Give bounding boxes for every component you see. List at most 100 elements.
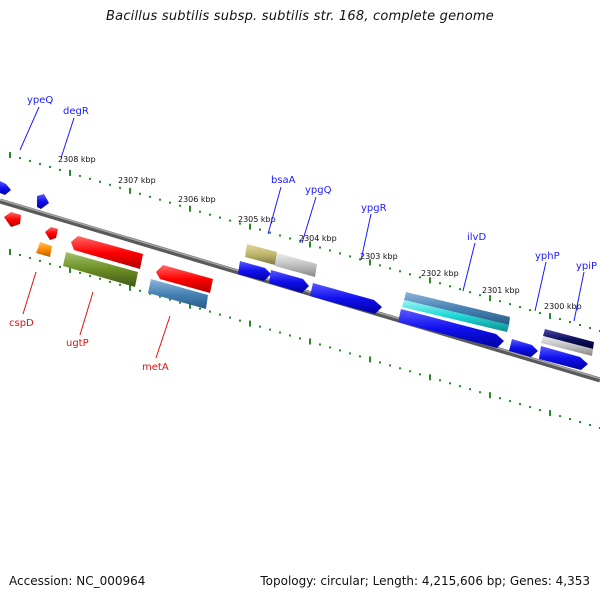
gene-label-metA: metA xyxy=(142,362,169,373)
scale-dot xyxy=(409,273,411,276)
scale-dot xyxy=(279,331,281,334)
ruler-label: 2300 kbp xyxy=(544,302,582,311)
scale-dot xyxy=(469,291,471,294)
gene-label-ypeQ: ypeQ xyxy=(27,95,53,106)
scale-dot xyxy=(519,403,521,406)
scale-dot xyxy=(339,349,341,352)
scale-dot xyxy=(279,234,281,237)
scale-dot xyxy=(119,186,121,189)
scale-dot xyxy=(419,276,421,279)
scale-dot xyxy=(49,165,51,168)
gene-arrow-ypeQ xyxy=(0,181,11,195)
scale-dot xyxy=(439,282,441,285)
scale-dot xyxy=(349,352,351,355)
scale-dot xyxy=(509,303,511,306)
scale-dot xyxy=(389,364,391,367)
scale-dot xyxy=(49,262,51,265)
scale-dot xyxy=(329,249,331,252)
scale-dot xyxy=(589,327,591,329)
gene-arrow-degR xyxy=(37,194,49,209)
scale-dot xyxy=(459,288,461,291)
scale-tick xyxy=(369,356,371,363)
scale-dot xyxy=(29,256,31,259)
scale-dot xyxy=(389,267,391,270)
scale-tick xyxy=(9,152,11,158)
gene-arrow-ypiP-b xyxy=(541,336,593,356)
scale-dot xyxy=(229,219,231,222)
ruler-label: 2302 kbp xyxy=(421,269,459,278)
scale-dot xyxy=(239,222,241,225)
leader-yphP xyxy=(534,261,547,312)
scale-dot xyxy=(339,252,341,255)
scale-dot xyxy=(199,307,201,310)
gene-label-ypgR: ypgR xyxy=(361,203,387,214)
scale-dot xyxy=(79,174,81,177)
scale-dot xyxy=(409,370,411,373)
gene-arrow-ypgQ-a xyxy=(238,261,271,281)
scale-dot xyxy=(159,295,161,298)
scale-dot xyxy=(439,379,441,382)
scale-dot xyxy=(499,300,501,303)
leader-bsaA xyxy=(267,186,282,235)
gene-arrow-reverse-small xyxy=(4,212,21,227)
scale-tick xyxy=(429,277,431,284)
ruler-label: 2305 kbp xyxy=(238,215,276,224)
scale-dot xyxy=(499,397,501,400)
scale-dot xyxy=(259,228,261,231)
scale-dot xyxy=(139,192,141,195)
scale-tick xyxy=(249,320,251,327)
scale-dot xyxy=(509,400,511,403)
gene-label-ypiP: ypiP xyxy=(576,261,597,272)
gene-label-ypgQ: ypgQ xyxy=(305,185,332,196)
scale-dot xyxy=(539,312,541,315)
scale-dot xyxy=(259,325,261,328)
scale-dot xyxy=(209,213,211,216)
scale-dot xyxy=(169,201,171,204)
scale-dot xyxy=(19,157,21,159)
scale-ticks xyxy=(9,152,551,417)
scale-dot xyxy=(319,343,321,346)
scale-tick xyxy=(189,205,191,212)
scale-tick xyxy=(489,392,491,399)
leader-metA xyxy=(155,315,171,359)
scale-dot xyxy=(449,382,451,385)
scale-dot xyxy=(569,418,571,421)
scale-dot xyxy=(59,168,61,171)
gene-arrow-ypgR xyxy=(310,283,382,314)
gene-arrow-bsaA-2 xyxy=(275,253,317,277)
leader-ypgR xyxy=(360,213,372,261)
ruler-label: 2301 kbp xyxy=(482,286,520,295)
scale-dot xyxy=(349,255,351,258)
scale-tick xyxy=(129,284,131,291)
scale-dot xyxy=(379,361,381,364)
scale-dot xyxy=(419,373,421,376)
scale-dot xyxy=(529,406,531,409)
gene-label-bsaA: bsaA xyxy=(271,175,296,186)
scale-dot xyxy=(159,198,161,201)
scale-dot xyxy=(59,265,61,268)
leader-ugtP xyxy=(79,291,94,336)
scale-dot xyxy=(29,159,31,162)
ruler-labels: 2308 kbp 2307 kbp 2306 kbp 2305 kbp 2304… xyxy=(58,155,582,311)
scale-dot xyxy=(449,285,451,288)
leader-ypiP xyxy=(573,271,585,322)
ruler-label: 2304 kbp xyxy=(299,234,337,243)
scale-dot xyxy=(539,409,541,412)
scale-tick xyxy=(489,295,491,302)
scale-tick xyxy=(549,410,551,417)
scale-dot xyxy=(79,271,81,274)
scale-tick xyxy=(249,223,251,230)
scale-dot xyxy=(319,246,321,249)
scale-tick xyxy=(549,313,551,320)
scale-dot xyxy=(289,237,291,240)
scale-tick xyxy=(9,249,11,255)
gene-label-cspD: cspD xyxy=(9,318,34,329)
scale-dot xyxy=(119,283,121,286)
scale-dot xyxy=(269,328,271,331)
scale-dot xyxy=(19,254,21,256)
scale-dot xyxy=(589,424,591,426)
scale-dot xyxy=(359,258,361,261)
gene-arrow-ypgQ xyxy=(269,270,309,293)
ruler-label: 2307 kbp xyxy=(118,176,156,185)
